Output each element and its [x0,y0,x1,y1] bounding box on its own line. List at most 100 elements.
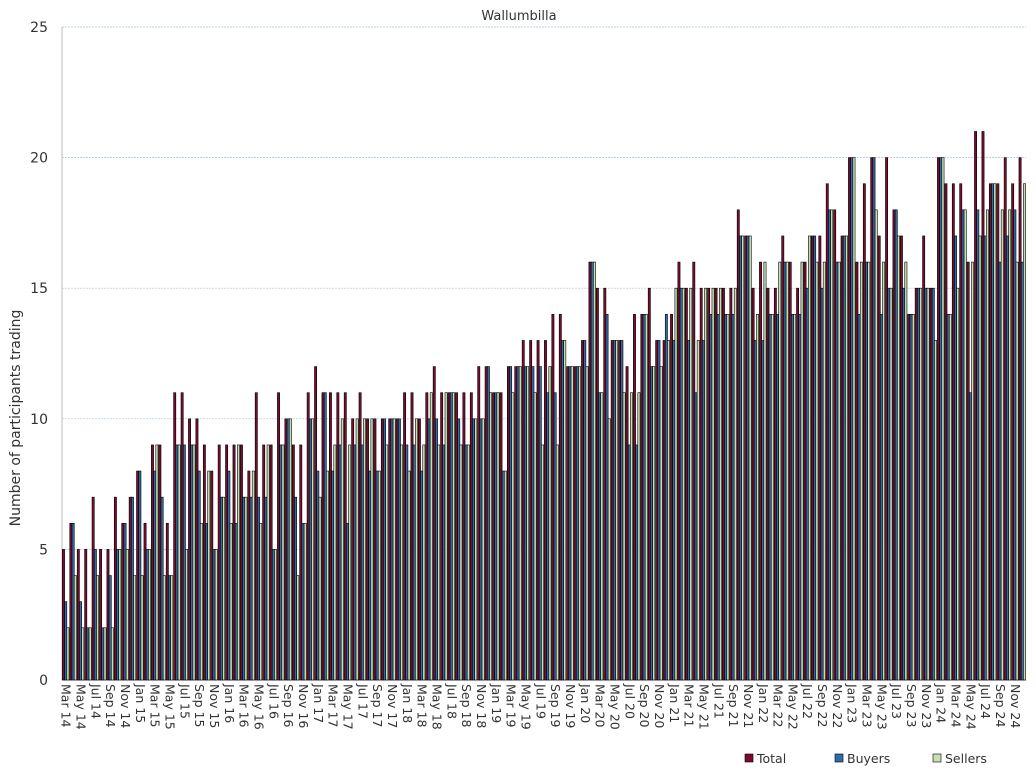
x-tick-label: Nov 20 [652,684,667,728]
bar [281,444,285,681]
bar [538,366,542,681]
bar [197,470,201,681]
bar [288,418,292,681]
bar [692,261,696,681]
bar [974,131,977,681]
bar [741,235,745,681]
bar [103,627,107,681]
bar [177,444,181,681]
x-tick-label: Jul 17 [355,683,370,719]
bar [961,209,965,681]
x-tick-label: Mar 18 [415,684,430,728]
bar [427,418,431,681]
bar [610,340,614,681]
bar [62,549,65,681]
x-tick-label: Mar 16 [237,684,252,728]
bar [778,261,782,681]
x-tick-label: Sep 21 [726,684,741,727]
bar [1008,209,1012,681]
bar [348,444,352,681]
bar [133,575,137,681]
bar [724,314,728,681]
x-tick-label: Nov 21 [741,684,756,728]
bar [351,418,355,681]
bar [479,418,483,681]
bar [125,549,129,681]
bar [1020,261,1024,681]
bar [429,392,433,681]
bar [578,366,582,681]
bar [326,470,329,681]
bar [892,209,896,681]
x-tick-label: Mar 22 [771,684,786,727]
bar [1003,157,1007,681]
bar [207,470,211,681]
bar [837,261,841,681]
bar [867,261,871,681]
bar [353,444,357,681]
x-tick-label: Jan 20 [578,683,593,723]
x-tick-label: Nov 22 [830,684,845,728]
bar [247,470,251,681]
bar [840,235,844,681]
x-tick-label: Jan 19 [489,683,504,723]
bar [202,444,206,681]
bar [1000,209,1004,681]
bar [963,209,967,681]
bar [116,549,120,681]
bar [659,366,663,681]
bar [257,496,260,681]
x-tick-label: Jan 21 [667,683,682,723]
bar [630,392,633,681]
bar [877,235,881,681]
bar [536,340,540,681]
bar [798,314,802,681]
legend-swatch [932,753,942,763]
bar [667,340,670,681]
bar [939,157,943,681]
bar [763,261,767,681]
bar [212,549,216,681]
bar [279,444,283,681]
x-tick-label: Sep 22 [815,684,830,727]
bar [140,575,144,681]
bar [286,418,290,681]
x-tick-label: Jan 17 [311,683,326,723]
bar [917,287,920,681]
bar [484,366,488,681]
x-tick-label: May 14 [74,684,89,730]
bar [954,235,957,681]
bar [240,444,243,681]
bar [234,522,238,681]
bar [674,287,678,681]
x-tick-label: Nov 16 [296,684,311,728]
bar [373,418,377,681]
bar [934,340,937,681]
bar [541,444,544,681]
bar [1013,209,1017,681]
bar [79,601,82,681]
bar [813,235,817,681]
bar [946,314,950,681]
bar [301,522,305,681]
bar [395,418,399,681]
bar [647,287,651,681]
bar [768,314,772,681]
bar [375,470,379,681]
bar [64,601,68,681]
bar [205,522,209,681]
x-tick-label: Jan 16 [222,683,237,723]
x-tick-label: Sep 18 [459,684,474,727]
bar [397,418,401,681]
x-tick-label: Mar 24 [949,684,964,728]
bar [422,444,426,681]
bar [264,496,268,681]
bar [195,418,199,681]
bar [284,418,288,681]
bar [993,183,997,681]
bar [346,522,349,681]
bar [566,366,570,681]
bar [388,418,392,681]
bar [751,287,755,681]
bar [437,444,441,681]
